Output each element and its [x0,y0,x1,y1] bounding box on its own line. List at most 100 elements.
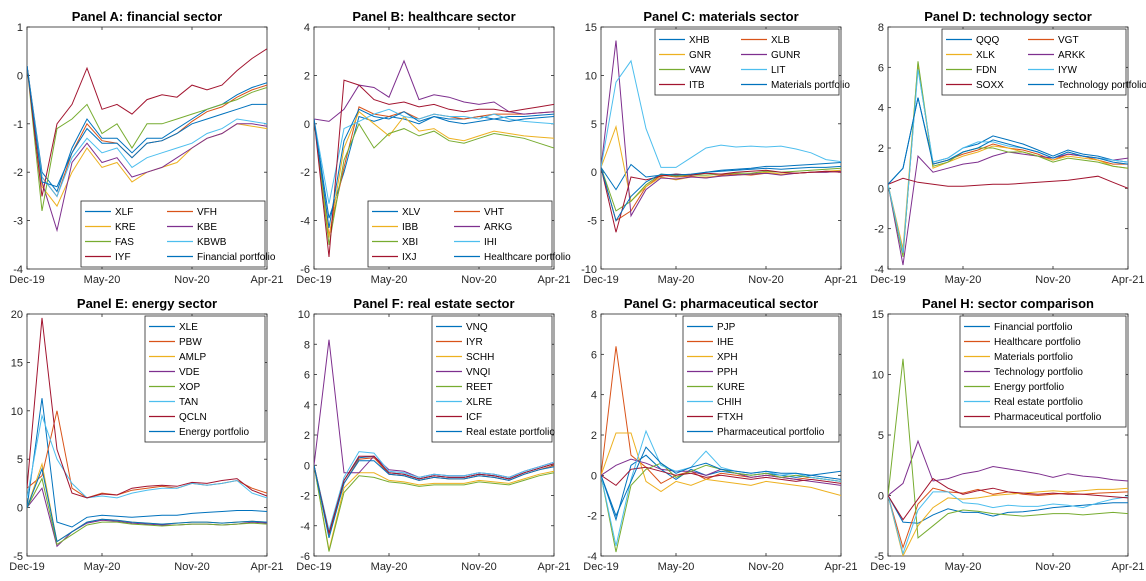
legend-label: XOP [179,382,200,393]
panel-title: Panel E: energy sector [77,296,217,311]
legend-item: AMLP [149,352,207,363]
legend-label: VDE [179,367,200,378]
legend-item: Real estate portfolio [964,397,1083,408]
legend-item: XOP [149,382,200,393]
series-line-kbwb [27,65,267,198]
legend-item: VFH [167,207,217,218]
legend-item: Technology portfolio [964,367,1083,378]
legend-item: Pharmaceutical portfolio [687,427,825,438]
y-tick-label: -1 [13,119,23,131]
panel-6: Panel F: real estate sector -6 -4 -2 0 2 4 6 8 10… [296,296,570,573]
series-line-tan [27,413,267,499]
y-tick-label: -6 [300,551,310,563]
series-line-xle [27,398,267,528]
legend-item: Materials portfolio [964,352,1073,363]
y-tick-label: -2 [874,224,884,236]
y-tick-label: -2 [300,491,310,503]
y-tick-label: 10 [11,406,23,418]
legend-label: Technology portfolio [1058,80,1146,91]
legend-item: XLRE [436,397,492,408]
legend-item: TAN [149,397,198,408]
y-tick-label: -10 [581,264,597,276]
y-tick-label: -5 [587,216,597,228]
legend-label: XLB [771,35,790,46]
y-tick-label: 4 [304,400,310,412]
y-tick-label: -5 [13,551,23,563]
legend-item: SCHH [436,352,494,363]
x-tick-label: Nov-20 [461,561,496,573]
y-tick-label: 1 [17,22,23,34]
legend-item: Healthcare portfolio [964,337,1081,348]
legend-label: FAS [115,237,134,248]
legend-item: FTXH [687,412,743,423]
series-line-materials-portfolio [601,165,841,222]
series-line-financial-portfolio [27,65,267,188]
y-tick-label: 5 [17,454,23,466]
legend-label: LIT [771,65,785,76]
legend-item: XHB [659,35,710,46]
legend-label: ICF [466,412,482,423]
y-tick-label: 15 [585,22,597,34]
y-tick-label: 0 [17,70,23,82]
legend-label: VAW [689,65,711,76]
legend-label: Healthcare portfolio [484,252,571,263]
series-line-soxx [888,175,1128,189]
legend-label: QCLN [179,412,207,423]
legend-item: FAS [85,237,134,248]
series-line-xhb [601,162,841,191]
series-line-arkg [314,59,554,122]
legend-label: TAN [179,397,198,408]
legend-item: XPH [687,352,738,363]
y-tick-label: 5 [878,430,884,442]
series-line-icf [314,455,554,534]
series-group [27,317,267,548]
legend-label: IYR [466,337,483,348]
legend-label: QQQ [976,35,1000,46]
y-tick-label: 15 [11,357,23,369]
legend-label: SOXX [976,80,1004,91]
series-line-energy-portfolio [888,358,1128,539]
x-tick-label: Dec-19 [870,561,905,573]
series-line-real-estate-portfolio [314,460,554,539]
legend-label: KURE [717,382,745,393]
legend-item: GNR [659,50,711,61]
x-tick-label: May-20 [945,561,982,573]
legend-label: VFH [197,207,217,218]
series-line-chih [601,429,841,547]
y-tick-label: 0 [591,470,597,482]
x-tick-label: Apr-21 [250,561,283,573]
legend-label: PBW [179,337,202,348]
legend-item: KBE [167,222,217,233]
series-line-healthcare-portfolio [314,108,554,228]
legend-item: KURE [687,382,745,393]
legend-label: Real estate portfolio [994,397,1083,408]
legend: XLV VHT IBB ARKG XBI IHI IXJ Healthcare portfol… [367,200,571,268]
legend-item: Financial portfolio [964,322,1073,333]
x-tick-label: Apr-21 [537,561,570,573]
legend-label: Pharmaceutical portfolio [994,412,1102,423]
legend: XLE PBW AMLP VDE XOP TAN QCLN Energy portfolio [144,315,266,443]
legend-item: Energy portfolio [149,427,249,438]
series-group [888,61,1128,266]
y-tick-label: -2 [300,167,310,179]
y-tick-label: -4 [300,521,310,533]
y-tick-label: 2 [304,430,310,442]
legend-label: IBB [402,222,418,233]
legend-item: IXJ [372,252,416,263]
legend: XHB XLB GNR GUNR VAW LIT ITB Materials portfoli… [654,28,850,96]
legend-label: IHI [484,237,497,248]
panel-title: Panel C: materials sector [643,9,798,24]
legend-label: VNQ [466,322,488,333]
legend-label: Energy portfolio [179,427,249,438]
x-tick-label: Dec-19 [296,561,331,573]
legend-item: ARKG [454,222,513,233]
y-tick-label: 0 [591,167,597,179]
series-line-xop [27,477,267,546]
y-tick-label: 10 [298,309,310,321]
y-tick-label: 10 [585,70,597,82]
y-tick-label: 4 [304,22,310,34]
legend-label: IYF [115,252,131,263]
legend: XLF VFH KRE KBE FAS KBWB IYF Financial portfoli… [80,200,276,268]
